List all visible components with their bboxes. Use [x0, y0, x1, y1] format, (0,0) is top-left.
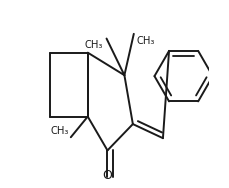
- Text: CH₃: CH₃: [50, 126, 69, 136]
- Text: CH₃: CH₃: [136, 36, 154, 46]
- Text: O: O: [102, 169, 112, 182]
- Text: CH₃: CH₃: [84, 40, 102, 50]
